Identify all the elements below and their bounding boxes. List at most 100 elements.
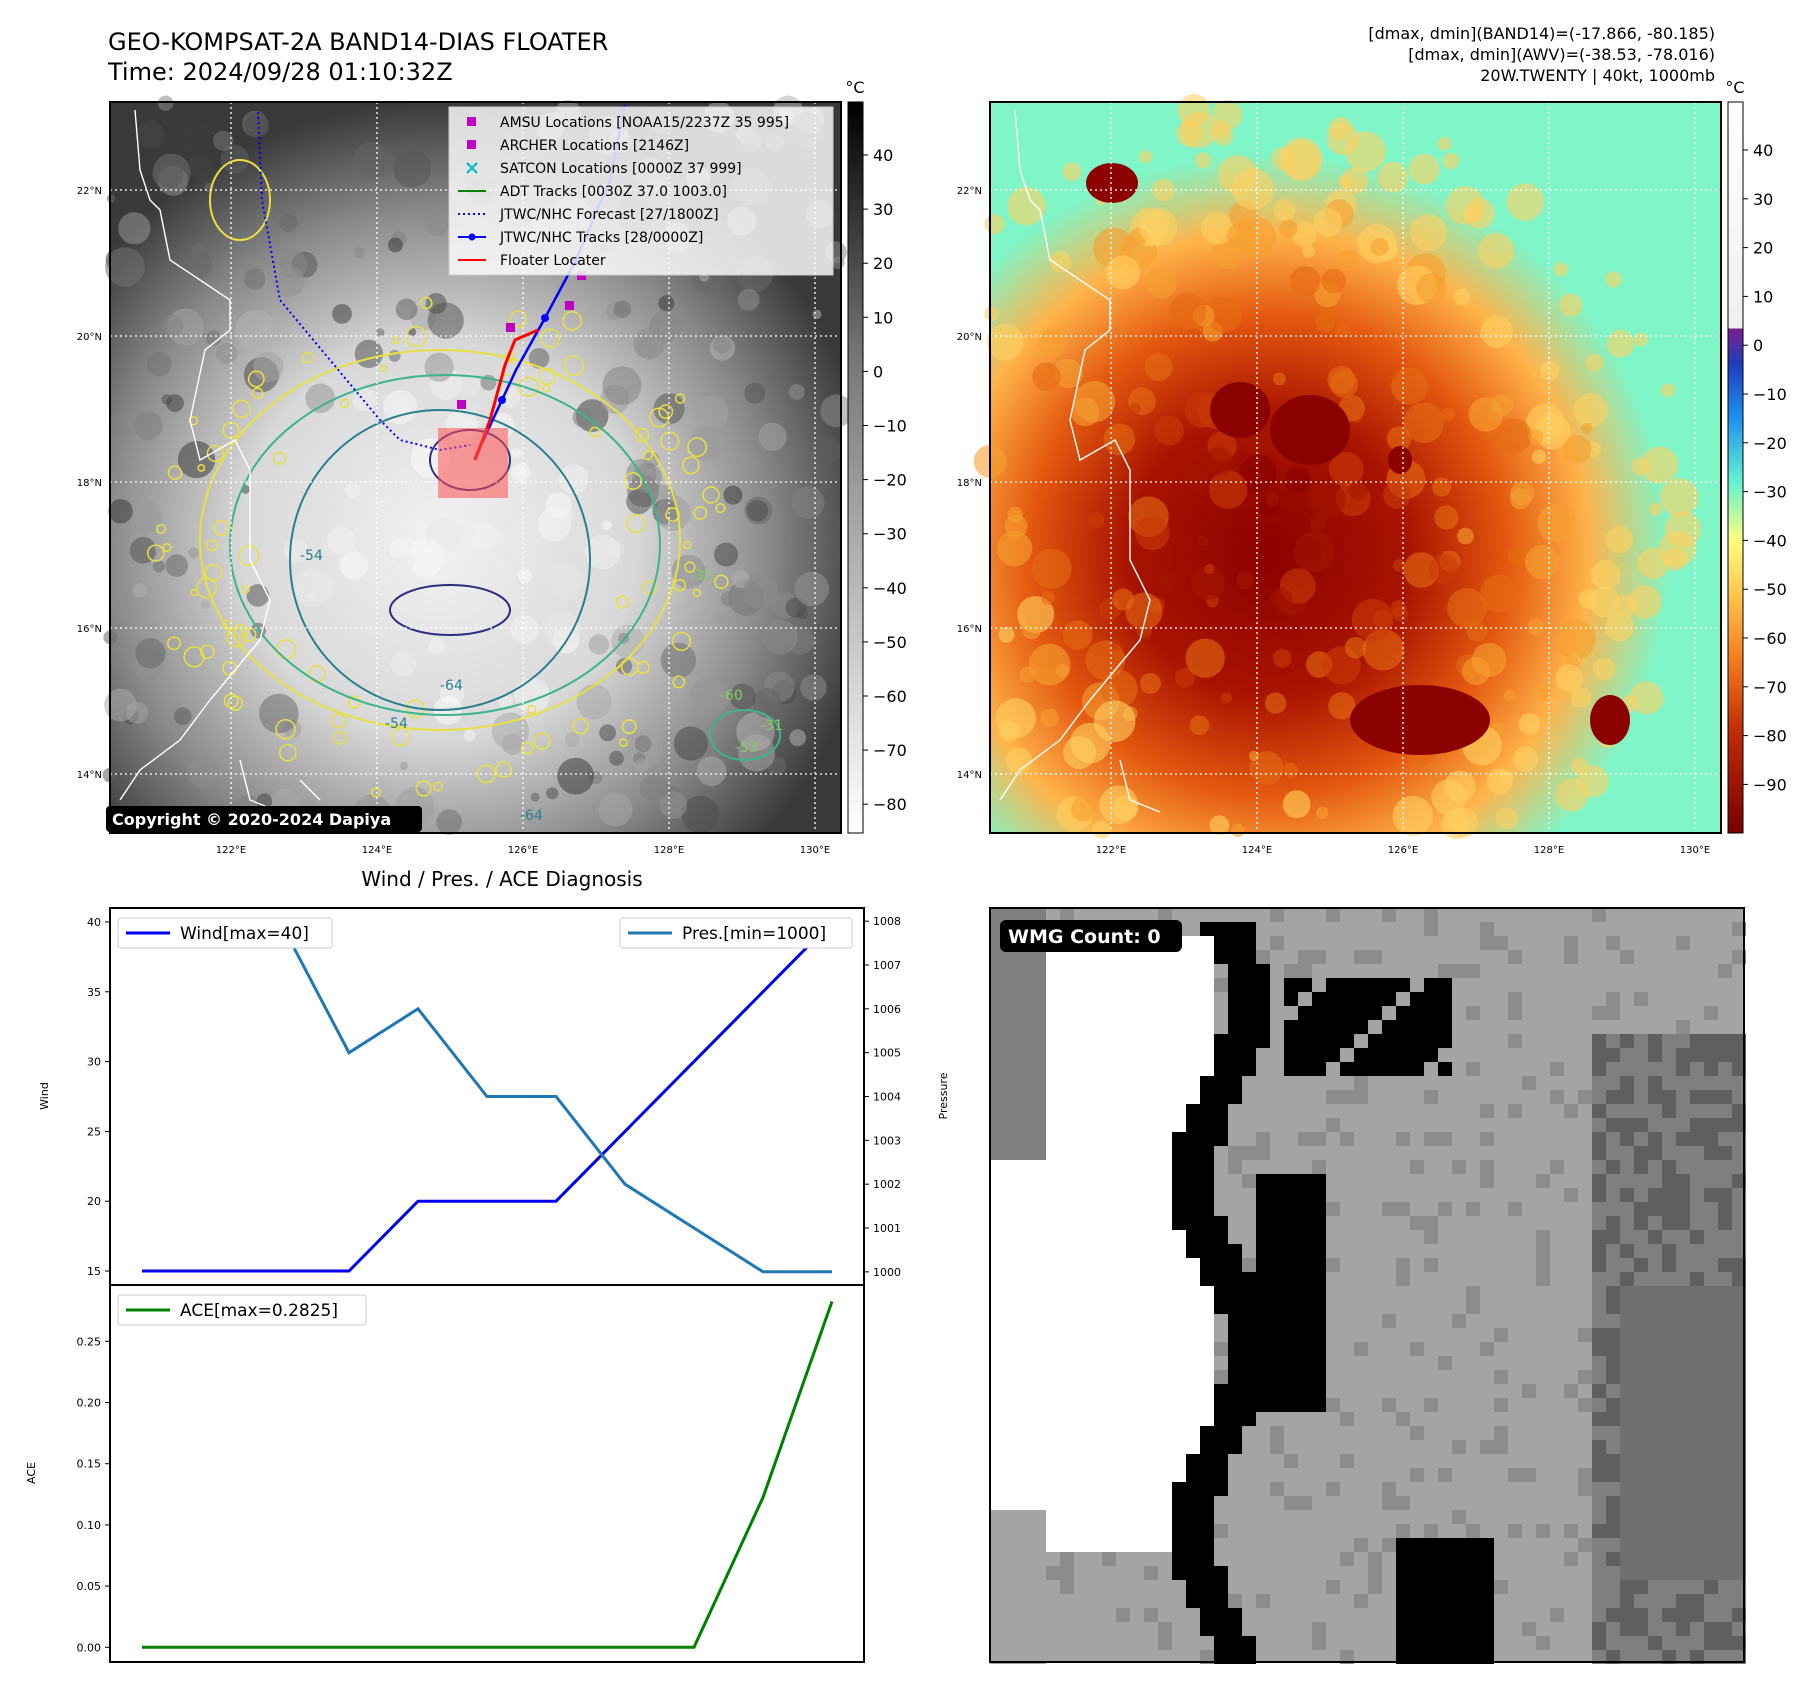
wmg-cell [1634, 1076, 1648, 1090]
cloud-cell [125, 701, 149, 724]
awv-cell [1093, 700, 1136, 743]
wmg-cell [1704, 1174, 1718, 1188]
wmg-cell [1228, 1426, 1242, 1440]
wmg-cell [1144, 1538, 1158, 1552]
wmg-cell [1074, 1062, 1088, 1076]
wmg-cell [1144, 1230, 1158, 1244]
wmg-cell [1732, 1202, 1746, 1216]
wmg-cell [1718, 1076, 1732, 1090]
wmg-cell [1690, 1230, 1704, 1244]
wmg-cell [1144, 1482, 1158, 1496]
awv-cell [1634, 332, 1648, 347]
wmg-cell [1172, 1426, 1186, 1440]
wmg-cell [1228, 1062, 1242, 1076]
wmg-cell [1074, 1286, 1088, 1300]
wmg-cell [1732, 1524, 1746, 1538]
wmg-cell [1690, 1636, 1704, 1650]
awv-cell [1181, 111, 1218, 149]
wmg-cell [1382, 1020, 1396, 1034]
wmg-cell [1676, 1048, 1690, 1062]
awv-cell [1183, 464, 1209, 490]
wmg-cell [1004, 1160, 1018, 1174]
awv-cell [1236, 571, 1255, 590]
awv-cell [998, 626, 1015, 643]
wmg-cell [1704, 1146, 1718, 1160]
wmg-cell [1452, 1552, 1466, 1566]
wmg-cell [1060, 1300, 1074, 1314]
wmg-cell [1620, 1202, 1634, 1216]
wmg-cell [1130, 1482, 1144, 1496]
gray-colorbar-unit: °C [845, 78, 864, 97]
contour-blob [509, 310, 527, 328]
wmg-cell [1312, 1370, 1326, 1384]
wmg-cell [1088, 1104, 1102, 1118]
wmg-cell [1144, 1342, 1158, 1356]
wmg-cell [1102, 1482, 1116, 1496]
wmg-cell [1116, 1286, 1130, 1300]
wmg-cell [1732, 1090, 1746, 1104]
awv-cell [1184, 392, 1221, 428]
wmg-cell [1018, 1034, 1032, 1048]
wmg-cell [1242, 1286, 1256, 1300]
wmg-cell [1634, 1132, 1648, 1146]
chart-legend-label: Wind[max=40] [180, 924, 309, 944]
wmg-cell [1060, 1090, 1074, 1104]
awv-cell [1410, 214, 1448, 252]
wmg-cell [1116, 1398, 1130, 1412]
wmg-cell [1620, 1580, 1634, 1594]
wmg-cell [1634, 1510, 1648, 1524]
wmg-cell [1690, 1090, 1704, 1104]
cloud-cell [537, 507, 571, 542]
wmg-cell [1060, 1286, 1074, 1300]
wmg-cell [1676, 1020, 1690, 1034]
wmg-cell [1396, 1580, 1410, 1594]
wmg-cell [1214, 922, 1228, 936]
wmg-cell [1732, 1300, 1746, 1314]
wmg-cell [1606, 1006, 1620, 1020]
wmg-cell [1704, 1594, 1718, 1608]
wmg-cell [1522, 1076, 1536, 1090]
colorbar-tick-label: −60 [1753, 629, 1787, 648]
wmg-cell [1634, 1300, 1648, 1314]
awv-cell [1441, 407, 1455, 422]
wmg-cell [1354, 1594, 1368, 1608]
wmg-cell [1228, 1342, 1242, 1356]
cloud-cell [768, 371, 778, 380]
contour-blob [340, 398, 350, 408]
wmg-cell [1466, 1006, 1480, 1020]
wmg-cell [1130, 1496, 1144, 1510]
wmg-cell [1648, 1538, 1662, 1552]
wmg-cell [1144, 1412, 1158, 1426]
wmg-cell [1228, 1034, 1242, 1048]
wmg-cell [1228, 1048, 1242, 1062]
wmg-cell [1060, 1454, 1074, 1468]
wmg-cell [1004, 1552, 1018, 1566]
wmg-cell [1718, 1188, 1732, 1202]
wmg-cell [1088, 1174, 1102, 1188]
copyright-text: Copyright © 2020-2024 Dapiya [112, 810, 391, 829]
wmg-cell [1018, 1370, 1032, 1384]
wmg-cell [1144, 1566, 1158, 1580]
wmg-cell [1620, 1370, 1634, 1384]
wmg-cell [1690, 1468, 1704, 1482]
wmg-cell [1018, 1426, 1032, 1440]
wmg-cell [1704, 1090, 1718, 1104]
wmg-cell [1606, 1034, 1620, 1048]
wmg-cell [1046, 978, 1060, 992]
wmg-cell [1326, 1034, 1340, 1048]
wmg-cell [1032, 1398, 1046, 1412]
wmg-cell [1060, 1566, 1074, 1580]
wmg-cell [990, 1244, 1004, 1258]
wmg-cell [1186, 1496, 1200, 1510]
wmg-cell [1718, 1090, 1732, 1104]
wmg-cell [1690, 1104, 1704, 1118]
wmg-cell [1200, 1118, 1214, 1132]
wmg-cell [1606, 1454, 1620, 1468]
wmg-cell [1480, 922, 1494, 936]
wmg-cell [1718, 1552, 1732, 1566]
wmg-cell [1004, 1426, 1018, 1440]
wmg-cell [1270, 1370, 1284, 1384]
wmg-cell [1298, 1328, 1312, 1342]
contour-blob [542, 384, 551, 393]
